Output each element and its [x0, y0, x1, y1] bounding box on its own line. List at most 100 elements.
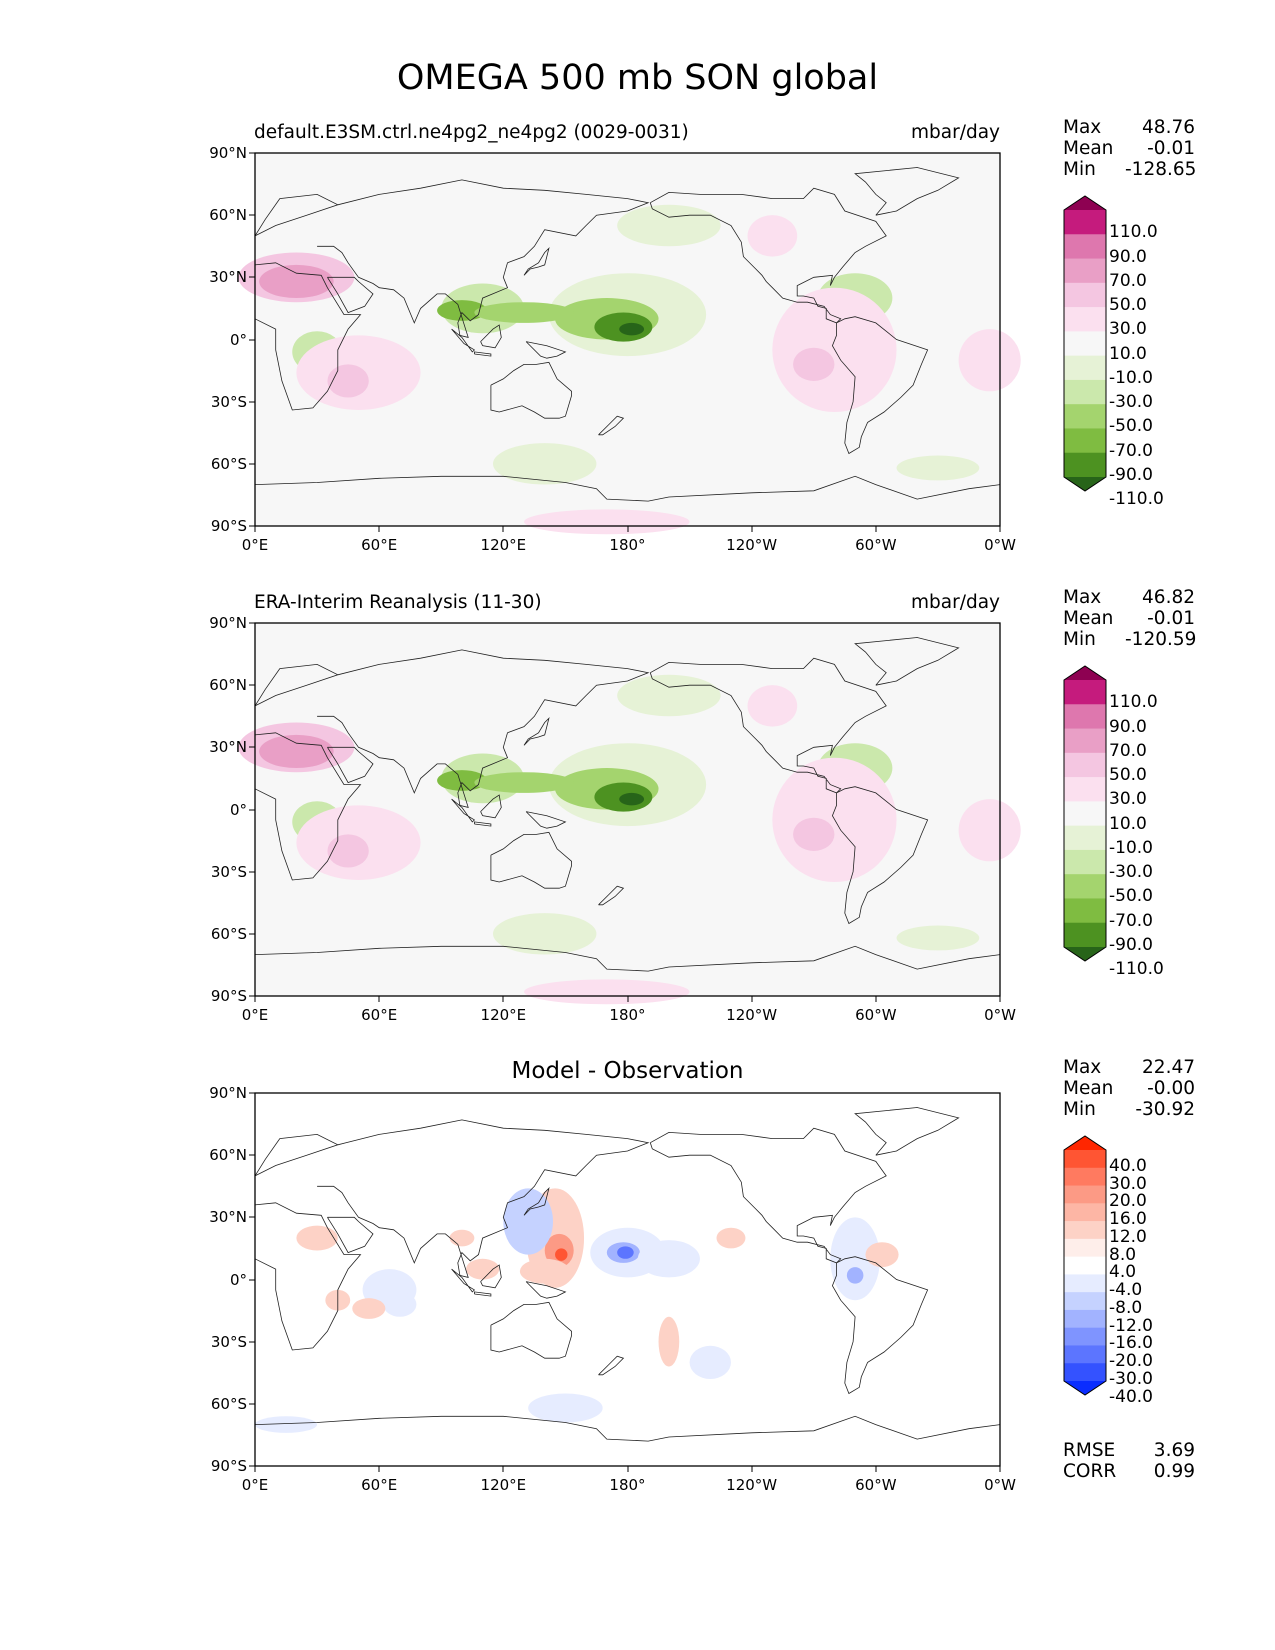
- colorbar-segment: [1064, 404, 1106, 429]
- y-tick-mark: [249, 339, 255, 340]
- coastline: [317, 649, 650, 808]
- colorbar: [1063, 1135, 1107, 1396]
- colorbar-label: 50.0: [1109, 295, 1147, 316]
- contour-region: [255, 1416, 318, 1433]
- stat-max-value: 22.47: [1142, 1057, 1195, 1078]
- coastline: [649, 187, 887, 324]
- coastline: [831, 1256, 929, 1395]
- y-tick-label: 90°N: [209, 1084, 247, 1102]
- coastline: [327, 276, 374, 314]
- stat-mean-value: -0.01: [1147, 608, 1195, 629]
- colorbar-segment: [1064, 825, 1106, 851]
- coastline: [480, 794, 502, 819]
- stat-corr-label: CORR: [1063, 1461, 1117, 1482]
- colorbar-label: 70.0: [1109, 740, 1147, 761]
- x-tick-label: 120°E: [480, 536, 527, 554]
- x-tick-mark: [999, 1466, 1001, 1472]
- y-tick-label: 0°: [229, 330, 247, 349]
- x-tick-label: 0°W: [984, 536, 1016, 554]
- colorbar-label: -10.0: [1109, 837, 1153, 858]
- contour-region: [296, 1225, 338, 1251]
- coastline: [490, 361, 573, 419]
- x-tick-label: 180°: [609, 536, 646, 554]
- contour-region: [716, 1227, 746, 1249]
- coastline: [525, 1281, 567, 1299]
- panel3-title: Model - Observation: [511, 1058, 744, 1084]
- panel2-units: mbar/day: [911, 592, 1000, 613]
- y-tick-label: 30°S: [210, 862, 247, 881]
- stat-max-label: Max: [1063, 1057, 1102, 1078]
- coastline: [473, 821, 492, 827]
- contour-region: [474, 302, 574, 323]
- y-tick-label: 0°: [229, 1270, 247, 1289]
- stat-rmse-label: RMSE: [1063, 1440, 1116, 1461]
- colorbar-label: 110.0: [1109, 222, 1158, 243]
- x-tick-mark: [378, 526, 380, 532]
- colorbar-segment: [1064, 1167, 1106, 1187]
- x-tick-mark: [627, 526, 628, 532]
- y-tick-label: 60°S: [210, 454, 247, 473]
- colorbar-segment: [1064, 282, 1106, 308]
- contour-region: [658, 1316, 680, 1367]
- x-tick-label: 0°W: [984, 1006, 1016, 1024]
- y-tick-mark: [249, 622, 255, 624]
- contour-region: [383, 1291, 417, 1317]
- colorbar-label: -30.0: [1109, 862, 1153, 883]
- coastline: [480, 1264, 502, 1289]
- y-tick-mark: [249, 463, 255, 465]
- colorbar-label: -8.0: [1109, 1297, 1143, 1318]
- contour-region: [449, 1229, 475, 1247]
- coastline: [649, 1127, 887, 1264]
- x-tick-mark: [502, 526, 504, 532]
- y-tick-mark: [249, 1465, 255, 1467]
- colorbar-segment: [1064, 680, 1106, 705]
- stat-min-value: -128.65: [1125, 159, 1197, 180]
- coastline: [317, 1119, 650, 1278]
- y-tick-label: 60°N: [209, 1146, 247, 1165]
- colorbar-label: -110.0: [1109, 959, 1164, 980]
- colorbar-segment: [1064, 849, 1106, 875]
- colorbar-segment: [1064, 1256, 1106, 1275]
- colorbar-label: -16.0: [1109, 1333, 1153, 1354]
- contour-region: [958, 799, 1021, 862]
- colorbar-label: -30.0: [1109, 1369, 1153, 1389]
- colorbar-segment: [1064, 777, 1106, 802]
- colorbar-segment: [1064, 379, 1106, 405]
- colorbar-extend-bottom: [1064, 1381, 1106, 1395]
- x-tick-label: 0°E: [241, 1476, 269, 1494]
- y-tick-mark: [249, 933, 255, 935]
- contour-region: [617, 204, 721, 247]
- y-tick-mark: [249, 401, 255, 403]
- colorbar-label: -4.0: [1109, 1280, 1143, 1301]
- coastline: [473, 351, 492, 357]
- colorbar-segment: [1064, 307, 1106, 332]
- colorbar-label: -10.0: [1109, 367, 1153, 388]
- contour-region: [793, 347, 835, 381]
- colorbar-label: 90.0: [1109, 246, 1147, 267]
- x-tick-label: 120°E: [480, 1006, 527, 1024]
- colorbar-segment: [1064, 1221, 1106, 1240]
- stat-corr-value: 0.99: [1153, 1461, 1195, 1482]
- x-tick-label: 120°W: [726, 1006, 778, 1024]
- panel3-extra-stats: RMSE 3.69 CORR 0.99: [1063, 1440, 1195, 1482]
- y-tick-label: 0°: [229, 800, 247, 819]
- y-tick-mark: [249, 214, 255, 216]
- coastline: [327, 746, 374, 784]
- stat-max-value: 46.82: [1142, 587, 1195, 608]
- colorbar: [1063, 665, 1107, 962]
- contour-region: [259, 734, 334, 769]
- stat-min-label: Min: [1063, 159, 1096, 180]
- stat-max-label: Max: [1063, 587, 1102, 608]
- y-tick-label: 60°N: [209, 676, 247, 695]
- x-tick-mark: [875, 1466, 877, 1472]
- stat-mean-value: -0.00: [1147, 1078, 1195, 1099]
- contour-region: [747, 685, 798, 727]
- y-tick-label: 30°N: [209, 268, 247, 287]
- coastline: [831, 316, 929, 455]
- panel1-title: default.E3SM.ctrl.ne4pg2_ne4pg2 (0029-00…: [254, 122, 689, 143]
- x-tick-label: 60°W: [855, 1006, 897, 1024]
- x-tick-mark: [254, 996, 256, 1002]
- x-tick-mark: [627, 996, 628, 1002]
- y-tick-mark: [249, 1403, 255, 1405]
- contour-region: [555, 1248, 568, 1261]
